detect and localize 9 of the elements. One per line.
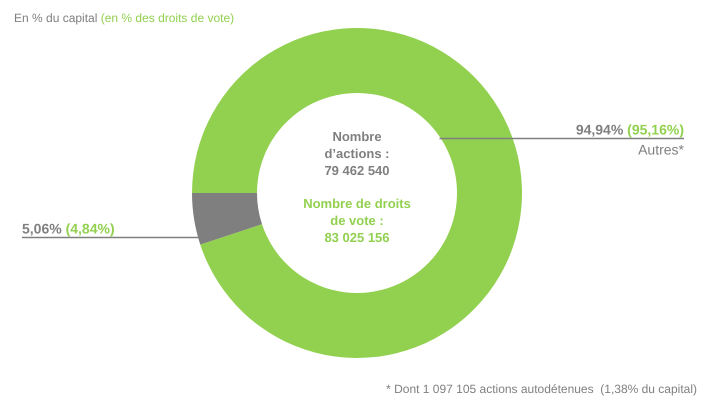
chart-subtitle: (en % des droits de vote) xyxy=(97,11,234,25)
text: * Dont 1 097 105 actions autodétenues (1,38% du capital) xyxy=(386,382,697,396)
text: Nombre d’actions : 79 462 540 xyxy=(324,129,390,178)
text: Nombre de droits de vote : 83 025 156 xyxy=(303,196,411,245)
chart-title: En % du capital xyxy=(14,11,98,25)
donut-slice xyxy=(192,28,522,358)
data-label: 94,94% (95,16%) xyxy=(576,121,684,138)
slice-label: Autres* xyxy=(638,141,685,158)
data-label: 5,06% (4,84%) xyxy=(22,220,115,237)
